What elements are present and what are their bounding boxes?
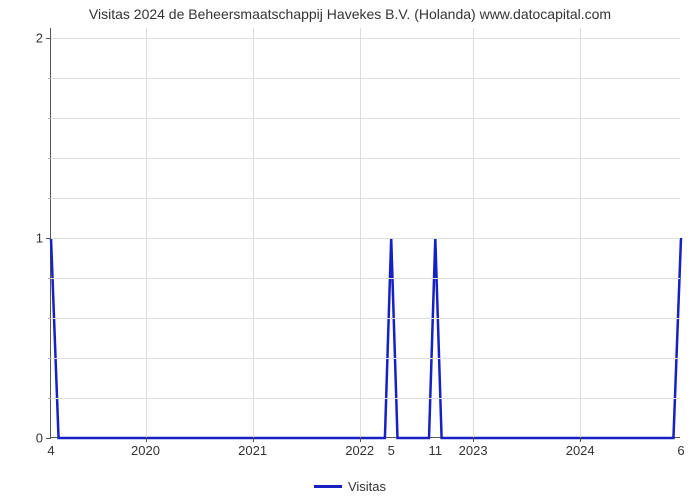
xtick-label-year: 2023 — [459, 437, 488, 458]
gridline-vertical — [473, 28, 474, 437]
gridline-vertical — [360, 28, 361, 437]
xtick-label-year: 2022 — [345, 437, 374, 458]
xtick-label-year: 2021 — [238, 437, 267, 458]
ytick-label: 1 — [36, 231, 51, 246]
xtick-label-value: 5 — [388, 437, 395, 458]
gridline-vertical — [253, 28, 254, 437]
xtick-label-year: 2020 — [131, 437, 160, 458]
ytick-label: 2 — [36, 31, 51, 46]
legend-label: Visitas — [348, 479, 386, 494]
gridline-vertical — [580, 28, 581, 437]
xtick-label-value: 11 — [429, 437, 443, 458]
plot-area: 0122020202120222023202445116 — [50, 28, 680, 438]
legend-swatch — [314, 485, 342, 488]
chart-title: Visitas 2024 de Beheersmaatschappij Have… — [0, 6, 700, 22]
xtick-label-year: 2024 — [566, 437, 595, 458]
legend: Visitas — [0, 478, 700, 494]
xtick-label-value: 6 — [677, 437, 684, 458]
xtick-label-value: 4 — [47, 437, 54, 458]
gridline-vertical — [146, 28, 147, 437]
